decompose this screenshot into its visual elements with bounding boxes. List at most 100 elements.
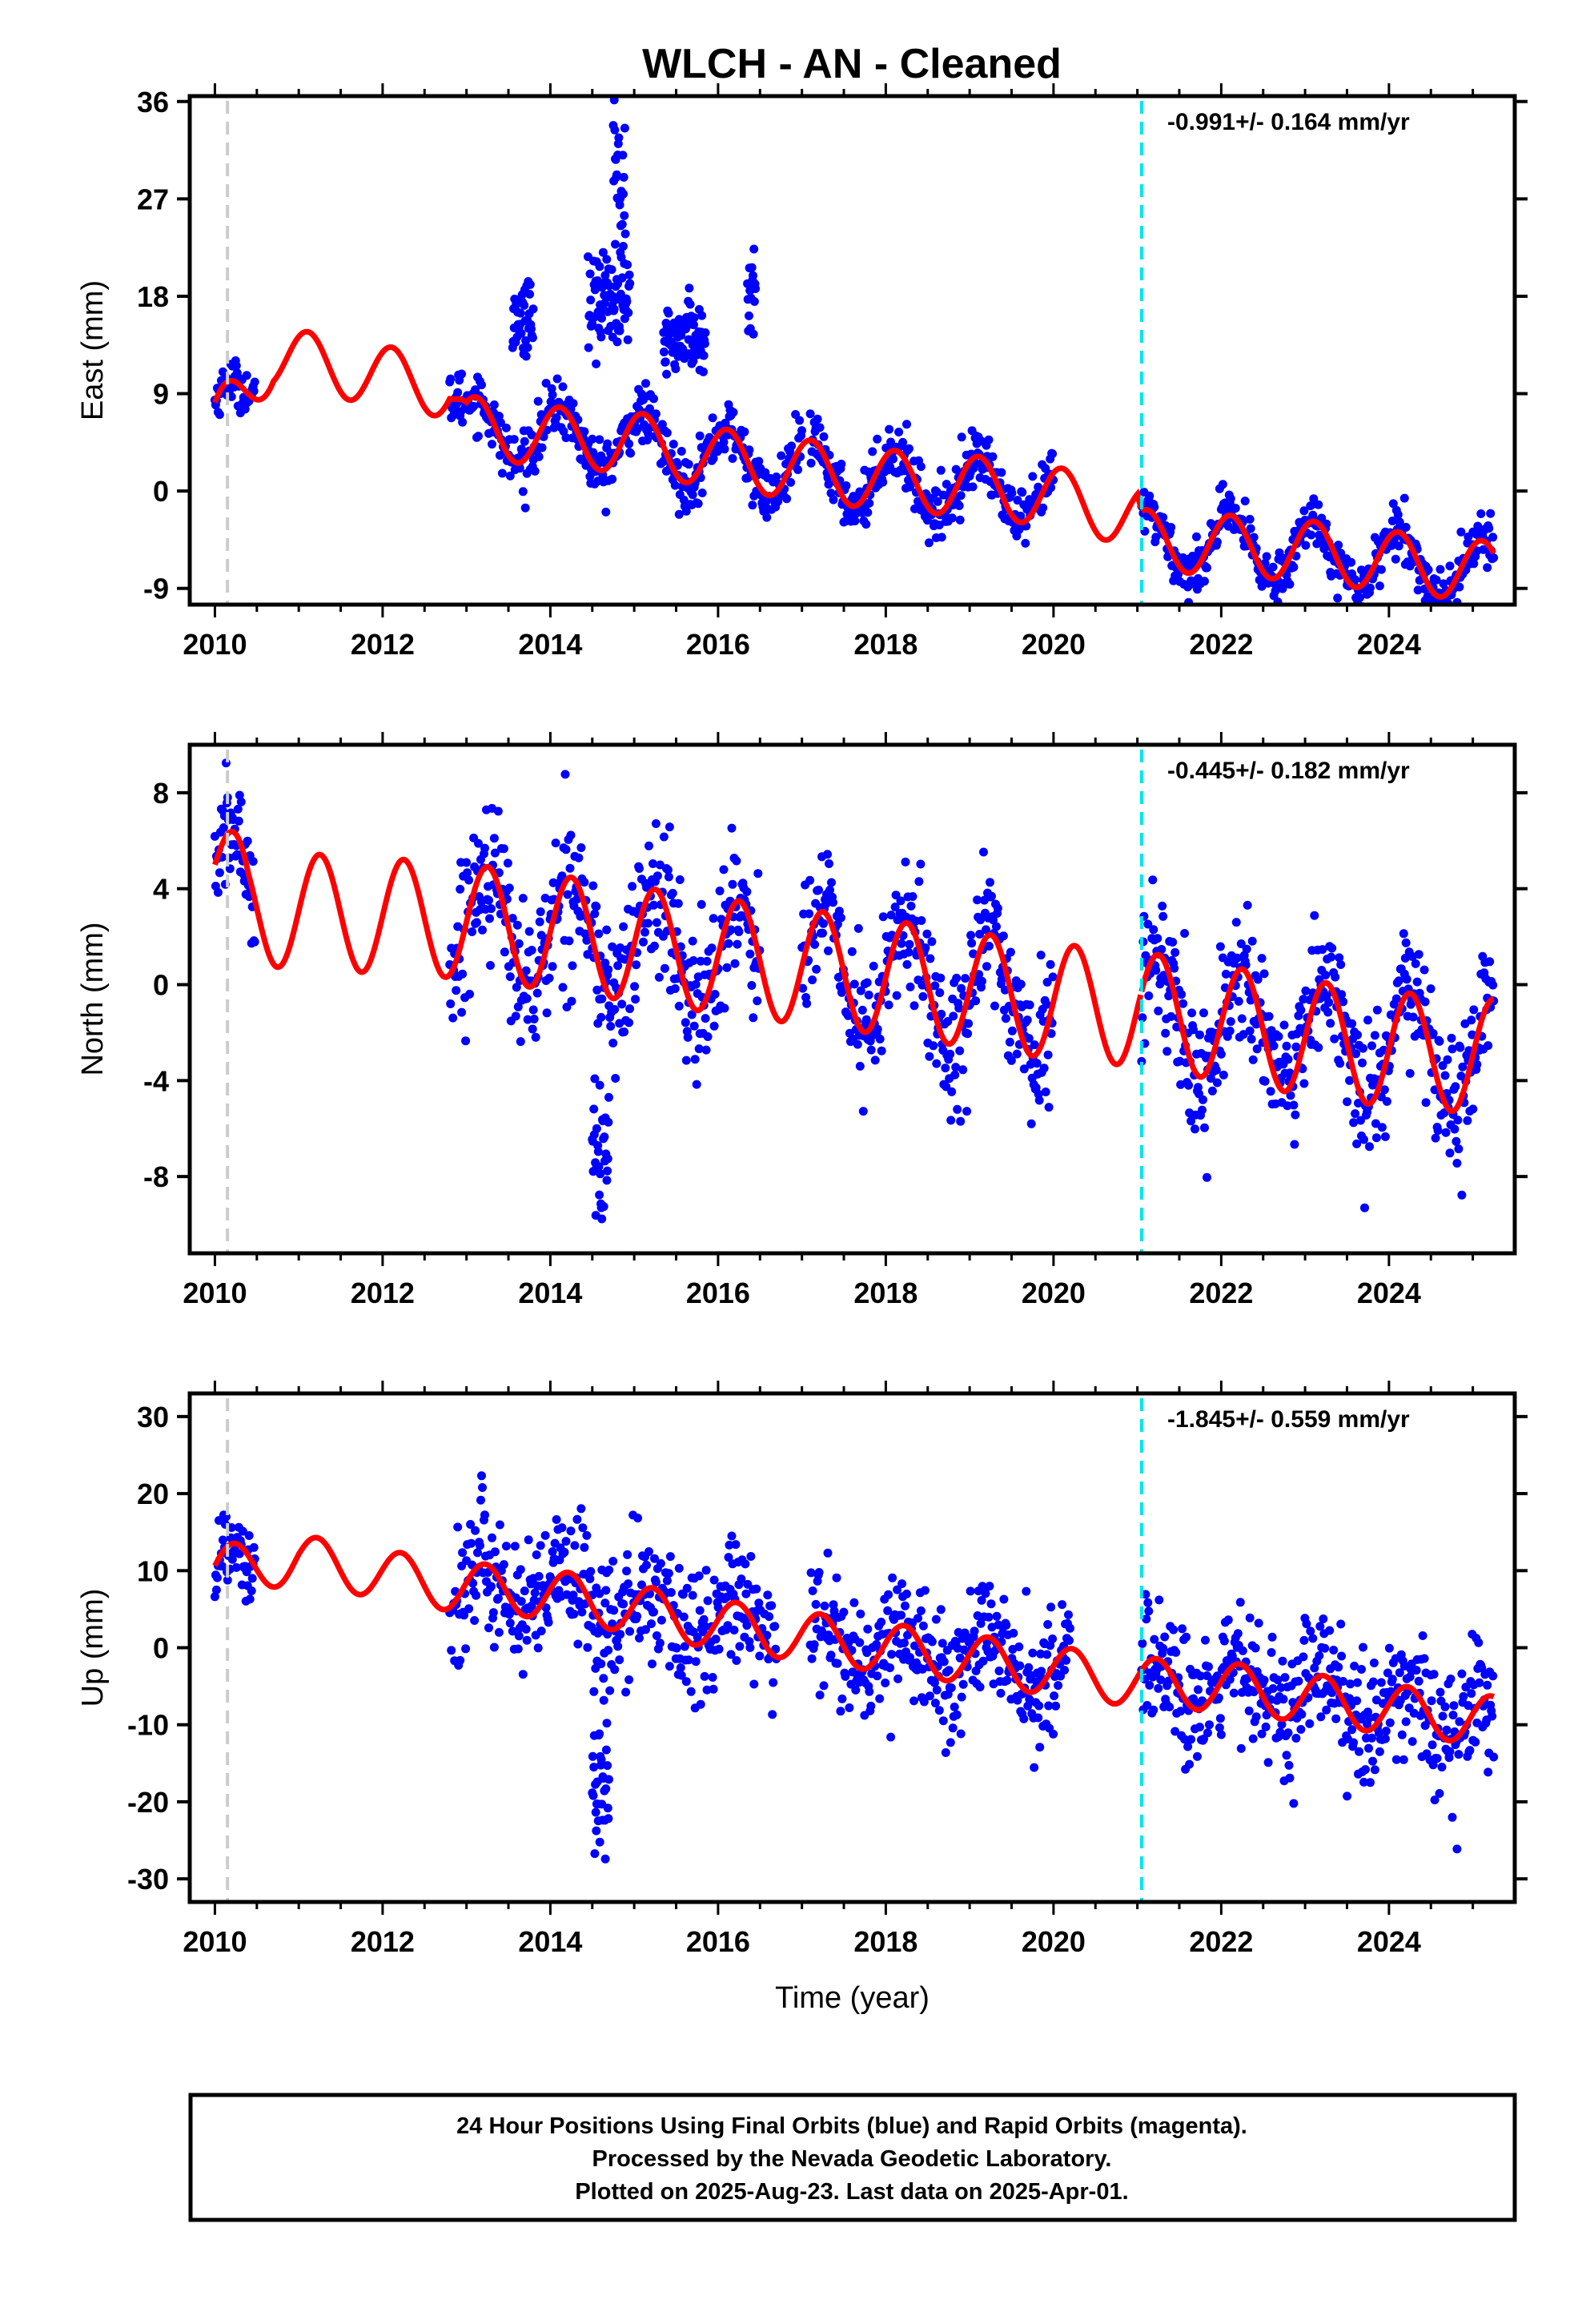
data-point — [1266, 1087, 1275, 1096]
data-point — [720, 1003, 729, 1013]
data-point — [1445, 608, 1454, 617]
data-point — [1038, 503, 1048, 513]
data-point — [1421, 1098, 1431, 1108]
y-tick-label: -20 — [127, 1786, 169, 1819]
data-point — [1044, 1103, 1054, 1112]
data-point — [464, 875, 474, 885]
y-tick-label: 10 — [137, 1554, 169, 1587]
data-point — [1327, 943, 1337, 953]
data-point — [244, 1531, 254, 1540]
data-point — [975, 930, 985, 939]
data-point — [473, 1548, 482, 1558]
data-point — [215, 410, 224, 420]
data-point — [1336, 1619, 1346, 1629]
data-point — [821, 899, 830, 909]
data-point — [1385, 1718, 1395, 1727]
x-tick-label: 2010 — [183, 1277, 247, 1309]
data-point — [1206, 1074, 1215, 1083]
data-point — [753, 869, 763, 879]
data-point — [913, 1614, 922, 1623]
data-point — [520, 1586, 529, 1596]
data-point — [515, 464, 524, 473]
data-point — [617, 273, 627, 283]
data-point — [1019, 1064, 1029, 1074]
data-point — [942, 480, 951, 489]
data-point — [829, 495, 838, 505]
data-point — [1299, 506, 1309, 516]
data-point — [873, 1671, 882, 1681]
data-point — [729, 1626, 739, 1634]
y-tick-label: 0 — [153, 969, 169, 1002]
data-point — [731, 1540, 741, 1550]
data-point — [1448, 1711, 1458, 1720]
data-point — [589, 1687, 599, 1696]
data-point — [601, 1586, 611, 1595]
data-point — [1276, 1683, 1286, 1692]
data-point — [1435, 1036, 1444, 1046]
data-point — [486, 961, 495, 970]
data-point — [616, 1630, 625, 1639]
data-point — [737, 1574, 746, 1584]
data-point — [1259, 1675, 1269, 1685]
data-point — [1411, 1666, 1421, 1675]
data-point — [1286, 1091, 1295, 1100]
data-point — [1161, 1028, 1170, 1038]
data-point — [863, 508, 873, 517]
data-point — [805, 909, 814, 919]
data-point — [1002, 1620, 1011, 1630]
data-point — [1203, 563, 1211, 573]
data-point — [1334, 541, 1343, 550]
data-point — [1231, 918, 1241, 927]
data-point — [651, 409, 661, 419]
data-point — [624, 308, 633, 317]
data-point — [963, 1029, 973, 1039]
data-point — [599, 1674, 608, 1683]
data-point — [565, 863, 575, 873]
data-point — [488, 1608, 498, 1618]
data-point — [589, 1763, 599, 1772]
data-point — [1423, 592, 1432, 601]
data-point — [462, 858, 472, 867]
data-point — [1333, 593, 1343, 603]
data-point — [626, 448, 636, 458]
data-point — [487, 1582, 496, 1591]
data-point — [1148, 875, 1158, 885]
data-point — [620, 211, 629, 220]
data-point — [1285, 1773, 1295, 1783]
data-point — [1310, 1663, 1319, 1673]
y-tick-label: 20 — [137, 1478, 169, 1510]
data-point — [568, 399, 578, 408]
data-point — [1157, 945, 1166, 954]
x-tick-label: 2024 — [1357, 1277, 1421, 1309]
data-point — [520, 503, 530, 513]
data-point — [1316, 1712, 1326, 1722]
data-point — [749, 1679, 759, 1689]
data-point — [580, 929, 590, 939]
data-point — [1145, 491, 1154, 501]
x-tick-label: 2022 — [1189, 1277, 1253, 1309]
data-point — [709, 1684, 718, 1694]
data-point — [877, 1618, 886, 1626]
data-point — [458, 969, 468, 979]
data-point — [853, 1039, 862, 1049]
data-point — [619, 242, 628, 251]
data-point — [448, 1013, 458, 1023]
data-point — [732, 856, 741, 866]
data-point — [595, 1837, 604, 1847]
data-point — [1488, 1671, 1498, 1681]
data-point — [569, 1610, 579, 1618]
data-point — [234, 816, 243, 826]
data-point — [1248, 1734, 1258, 1743]
data-point — [829, 1606, 839, 1616]
data-point — [805, 875, 815, 885]
data-point — [762, 513, 772, 522]
data-point — [472, 1590, 481, 1600]
data-point — [532, 1550, 541, 1559]
data-point — [1349, 1118, 1359, 1128]
data-point — [886, 911, 896, 920]
data-point — [1438, 1061, 1447, 1071]
data-point — [1263, 1758, 1273, 1767]
data-point — [595, 1080, 604, 1090]
data-point — [976, 915, 986, 925]
data-point — [1393, 510, 1403, 520]
